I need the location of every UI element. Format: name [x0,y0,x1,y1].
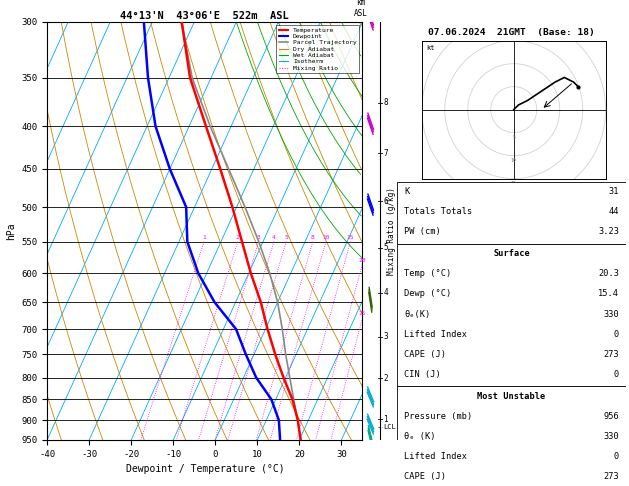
Text: CAPE (J): CAPE (J) [404,349,446,359]
Bar [397,182,626,244]
Text: 15: 15 [347,235,354,240]
Text: 2: 2 [236,235,240,240]
Text: 330: 330 [603,432,619,441]
Text: CAPE (J): CAPE (J) [404,472,446,481]
Text: θₑ(K): θₑ(K) [404,310,430,318]
Text: K: K [404,187,409,196]
Text: Lifted Index: Lifted Index [404,452,467,461]
Text: Temp (°C): Temp (°C) [404,269,451,278]
Text: 1: 1 [202,235,206,240]
Text: © weatheronline.co.uk: © weatheronline.co.uk [463,429,560,438]
Y-axis label: hPa: hPa [6,222,16,240]
Text: 0: 0 [614,330,619,339]
Text: 25: 25 [359,311,366,316]
Text: km
ASL: km ASL [354,0,368,17]
Text: Mixing Ratio (g/kg): Mixing Ratio (g/kg) [387,187,396,275]
Text: 44: 44 [608,207,619,216]
Text: 3.23: 3.23 [598,227,619,236]
Text: 3: 3 [384,332,388,341]
Text: 956: 956 [603,412,619,421]
Text: 6: 6 [384,197,388,206]
Text: 31: 31 [608,187,619,196]
Text: Surface: Surface [493,249,530,259]
Text: 8: 8 [311,235,314,240]
Text: 5: 5 [384,243,388,252]
Text: 4: 4 [272,235,276,240]
Text: Lifted Index: Lifted Index [404,330,467,339]
Text: 10: 10 [322,235,330,240]
Text: 2: 2 [384,374,388,383]
Bar [397,244,626,386]
Text: PW (cm): PW (cm) [404,227,441,236]
Text: 15.4: 15.4 [598,290,619,298]
Text: Dewp (°C): Dewp (°C) [404,290,451,298]
Text: 0: 0 [614,370,619,379]
Text: LCL: LCL [384,424,396,430]
Text: 3: 3 [257,235,260,240]
Text: 20.3: 20.3 [598,269,619,278]
Text: 8: 8 [384,98,388,107]
Text: 273: 273 [603,472,619,481]
Title: 44°13'N  43°06'E  522m  ASL: 44°13'N 43°06'E 522m ASL [120,11,289,21]
Text: 20: 20 [359,258,366,263]
X-axis label: Dewpoint / Temperature (°C): Dewpoint / Temperature (°C) [126,464,284,474]
Text: Pressure (mb): Pressure (mb) [404,412,472,421]
Text: θₑ (K): θₑ (K) [404,432,435,441]
Text: 0: 0 [614,452,619,461]
Text: CIN (J): CIN (J) [404,370,441,379]
Text: Totals Totals: Totals Totals [404,207,472,216]
Text: 4: 4 [384,288,388,297]
Text: 273: 273 [603,349,619,359]
Text: Most Unstable: Most Unstable [477,392,545,401]
Text: 1: 1 [384,415,388,424]
Bar [397,386,626,486]
Text: 7: 7 [384,149,388,158]
Text: 07.06.2024  21GMT  (Base: 18): 07.06.2024 21GMT (Base: 18) [428,28,595,37]
Text: 330: 330 [603,310,619,318]
Legend: Temperature, Dewpoint, Parcel Trajectory, Dry Adiabat, Wet Adiabat, Isotherm, Mi: Temperature, Dewpoint, Parcel Trajectory… [276,25,359,73]
Text: 5: 5 [284,235,288,240]
